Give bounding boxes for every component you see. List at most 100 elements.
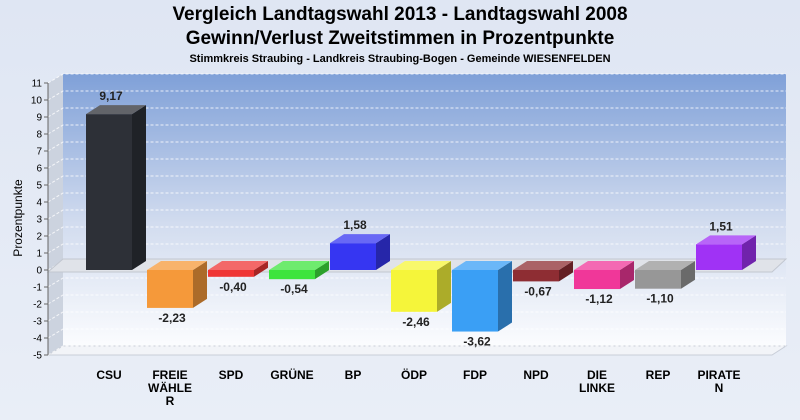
value-label: 1,58 — [343, 218, 367, 232]
value-label: 1,51 — [709, 219, 733, 233]
bar-front — [635, 270, 681, 289]
gridline — [47, 209, 786, 220]
chart-region-subtitle: Stimmkreis Straubing - Landkreis Straubi… — [189, 53, 611, 65]
bar-front — [391, 270, 437, 312]
value-label: -1,10 — [646, 292, 674, 306]
x-tick-label: R — [166, 394, 175, 408]
value-label: -2,23 — [158, 311, 186, 325]
bar-top — [574, 261, 634, 270]
bar-top — [86, 105, 146, 115]
bar-side — [132, 105, 146, 270]
bar-side — [254, 261, 268, 277]
x-tick-label: FDP — [463, 368, 487, 382]
x-tick-label: CSU — [96, 368, 121, 382]
y-tick-label: 4 — [36, 198, 42, 209]
bar-side — [620, 261, 634, 290]
gridline — [47, 311, 786, 322]
y-tick-label: 0 — [36, 266, 42, 277]
y-tick-label: -4 — [33, 334, 42, 345]
value-labels: 9,17 -2,23 -0,40 -0,54 1,58 -2,46 -3,62 -0,67 -1… — [99, 89, 733, 348]
bar-side — [681, 261, 695, 289]
x-tick-label: ÖDP — [401, 367, 427, 382]
bar-front — [513, 270, 559, 282]
x-tick-label: GRÜNE — [270, 367, 313, 382]
value-label: -1,12 — [585, 292, 613, 306]
bar-front — [208, 270, 254, 277]
gridline — [47, 158, 786, 169]
gridline — [47, 124, 786, 135]
gridline — [47, 345, 786, 356]
y-tick-label: -5 — [33, 351, 42, 362]
bar-side — [193, 261, 207, 308]
x-tick-label: N — [715, 381, 724, 395]
bar — [269, 261, 329, 280]
bar-front — [269, 270, 315, 280]
bar — [391, 261, 451, 312]
gridline — [47, 294, 786, 305]
gridline — [47, 277, 786, 288]
y-tick-label: -1 — [33, 283, 42, 294]
x-tick-label: REP — [646, 368, 671, 382]
bar-top — [452, 261, 512, 270]
bar — [696, 235, 756, 270]
bar-top — [147, 261, 207, 270]
bar-side — [437, 261, 451, 312]
bar-top — [391, 261, 451, 270]
bar-top — [330, 234, 390, 244]
x-tick-label: PIRATE — [697, 368, 740, 382]
bar-side — [376, 234, 390, 270]
bar-side — [559, 261, 573, 282]
bar-front — [696, 244, 742, 270]
gridline — [47, 73, 786, 84]
bar-front — [452, 270, 498, 332]
value-label: -0,67 — [524, 284, 552, 298]
bar — [208, 261, 268, 277]
bar — [452, 261, 512, 332]
bar-front — [330, 243, 376, 270]
bar-front — [86, 114, 132, 270]
y-tick-label: 1 — [36, 249, 42, 260]
bar-front — [574, 270, 620, 290]
gridline — [47, 90, 786, 101]
bar — [330, 234, 390, 270]
y-tick-label: 2 — [36, 232, 42, 243]
bar-side — [742, 235, 756, 270]
side-wall — [48, 74, 63, 355]
bar-top — [513, 261, 573, 270]
bar-top — [696, 235, 756, 245]
bar-top — [269, 261, 329, 270]
floor — [46, 345, 788, 356]
y-tick-label: 7 — [36, 147, 42, 158]
x-tick-label: BP — [345, 368, 362, 382]
gridline — [47, 192, 786, 203]
chart-title: Vergleich Landtagswahl 2013 - Landtagswa… — [172, 4, 628, 25]
y-tick-label: 8 — [36, 130, 42, 141]
value-label: -0,40 — [219, 280, 247, 294]
y-tick-label: -2 — [33, 300, 42, 311]
bar — [147, 261, 207, 308]
y-tick-label: 3 — [36, 215, 42, 226]
value-label: 9,17 — [99, 89, 123, 103]
gridline — [47, 175, 786, 186]
bar — [513, 261, 573, 282]
value-label: -0,54 — [280, 282, 308, 296]
y-tick-label: 11 — [32, 79, 43, 90]
y-tick-label: 5 — [36, 181, 42, 192]
bar-front — [147, 270, 193, 308]
gridline — [47, 226, 786, 237]
gridline — [47, 243, 786, 254]
bar — [574, 261, 634, 290]
bar — [635, 261, 695, 289]
x-tick-label: SPD — [219, 368, 244, 382]
x-tick-label: DIE — [587, 368, 607, 382]
x-tick-label: FREIE — [152, 368, 187, 382]
gridline — [47, 141, 786, 152]
bars — [86, 105, 756, 332]
y-tick-label: 10 — [31, 96, 43, 107]
x-tick-label: NPD — [523, 368, 549, 382]
bar — [86, 105, 146, 270]
value-label: -2,46 — [402, 315, 430, 329]
x-tick-label: WÄHLE — [148, 380, 192, 395]
